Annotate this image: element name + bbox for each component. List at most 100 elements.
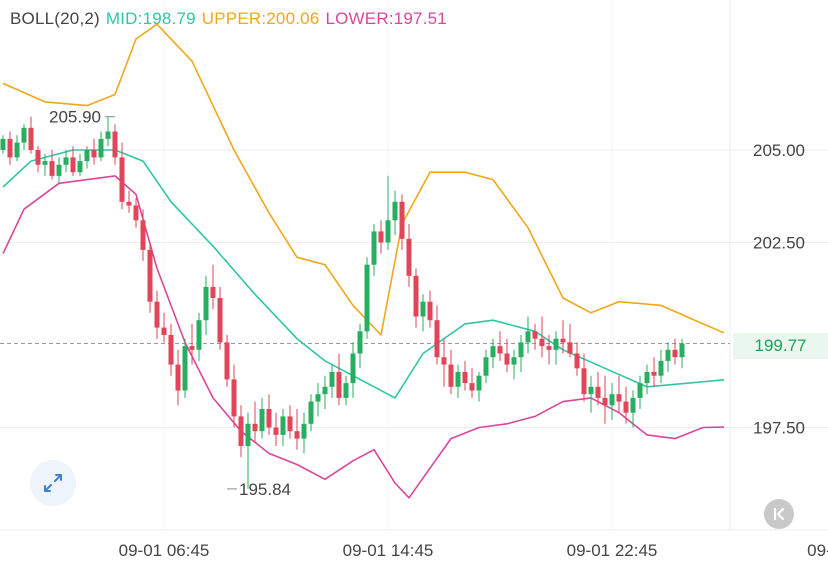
upper-band-line xyxy=(2,23,725,336)
candle-body xyxy=(637,383,643,398)
candle-body xyxy=(189,346,195,350)
candle-body xyxy=(595,386,601,398)
candle-body xyxy=(245,423,251,446)
candle-body xyxy=(175,364,181,391)
candle-body xyxy=(588,386,594,395)
candle-body xyxy=(336,372,342,398)
candle-body xyxy=(623,401,629,413)
candles xyxy=(0,116,685,489)
candle-body xyxy=(602,397,608,406)
candle-body xyxy=(413,275,419,317)
candle-body xyxy=(399,201,405,239)
candle-body xyxy=(294,431,300,439)
candle-body xyxy=(378,231,384,243)
candle-body xyxy=(441,357,447,365)
candle-body xyxy=(266,409,272,428)
candle-body xyxy=(70,157,76,173)
y-tick-label: 205.00 xyxy=(753,141,805,160)
candle-body xyxy=(371,231,377,265)
candle-body xyxy=(105,131,111,139)
expand-arrows-icon xyxy=(44,474,62,492)
candle-body xyxy=(511,357,517,365)
candle-body xyxy=(154,301,160,328)
candle-body xyxy=(203,286,209,321)
candle-body xyxy=(147,249,153,302)
candle-body xyxy=(84,150,90,162)
candle-body xyxy=(259,409,265,432)
candle-body xyxy=(497,346,503,354)
candle-body xyxy=(462,372,468,384)
candle-body xyxy=(329,372,335,387)
candle-body xyxy=(0,138,6,150)
candle-body xyxy=(238,416,244,446)
scroll-to-latest-button[interactable] xyxy=(764,499,794,529)
candle-body xyxy=(469,383,475,391)
candle-body xyxy=(392,201,398,221)
candle-body xyxy=(609,394,615,406)
candle-body xyxy=(385,220,391,243)
indicator-name: BOLL(20,2) xyxy=(10,9,100,28)
candle-body xyxy=(357,331,363,354)
candle-body xyxy=(315,394,321,402)
candle-body xyxy=(434,320,440,358)
x-tick-label: 09-02 0 xyxy=(807,541,828,560)
candle-body xyxy=(525,331,531,343)
candle-body xyxy=(133,205,139,221)
candle-body xyxy=(679,343,685,358)
scroll-to-latest-icon xyxy=(773,507,785,521)
candle-body xyxy=(476,375,482,391)
candle-body xyxy=(7,138,13,158)
candle-body xyxy=(406,238,412,276)
candle-body xyxy=(301,423,307,439)
expand-button[interactable] xyxy=(30,460,76,506)
y-tick-label: 197.50 xyxy=(753,419,805,438)
candle-body xyxy=(273,427,279,435)
candle-body xyxy=(581,368,587,395)
candle-body xyxy=(210,286,216,298)
candle-body xyxy=(28,127,34,150)
mid-value: MID:198.79 xyxy=(105,9,196,28)
candle-body xyxy=(553,338,559,350)
candle-body xyxy=(420,301,426,317)
candle-body xyxy=(161,327,167,335)
candle-body xyxy=(651,372,657,376)
annotation-label: 195.84 xyxy=(239,480,291,499)
candle-body xyxy=(672,349,678,358)
candle-body xyxy=(112,131,118,158)
candle-body xyxy=(322,386,328,395)
candle-body xyxy=(140,220,146,250)
x-tick-label: 09-01 06:45 xyxy=(119,541,210,560)
candle-body xyxy=(630,397,636,413)
lower-value: LOWER:197.51 xyxy=(325,9,447,28)
mid-band-line xyxy=(2,149,725,399)
current-price-label: 199.77 xyxy=(733,333,828,359)
candle-body xyxy=(98,138,104,158)
candle-body xyxy=(658,360,664,376)
candle-body xyxy=(77,161,83,173)
candle-body xyxy=(252,423,258,432)
candle-body xyxy=(119,157,125,202)
candle-body xyxy=(42,161,48,165)
candle-body xyxy=(21,127,27,143)
candle-body xyxy=(63,157,69,165)
candle-body xyxy=(196,320,202,350)
candle-body xyxy=(231,379,237,417)
candle-body xyxy=(126,201,132,206)
candle-body xyxy=(644,372,650,384)
candle-body xyxy=(343,383,349,398)
candle-body xyxy=(350,353,356,384)
indicator-header: BOLL(20,2) MID:198.79 UPPER:200.06 LOWER:19… xyxy=(10,9,453,29)
candle-body xyxy=(91,150,97,158)
candle-body xyxy=(616,394,622,402)
candle-body xyxy=(364,264,370,332)
candle-body xyxy=(560,338,566,343)
candle-body xyxy=(280,416,286,435)
grid-lines xyxy=(0,0,828,531)
candle-body xyxy=(14,142,20,158)
candle-body xyxy=(504,353,510,365)
candle-body xyxy=(56,164,62,176)
candle-body xyxy=(455,372,461,387)
candle-body xyxy=(490,346,496,358)
candle-body xyxy=(168,335,174,365)
